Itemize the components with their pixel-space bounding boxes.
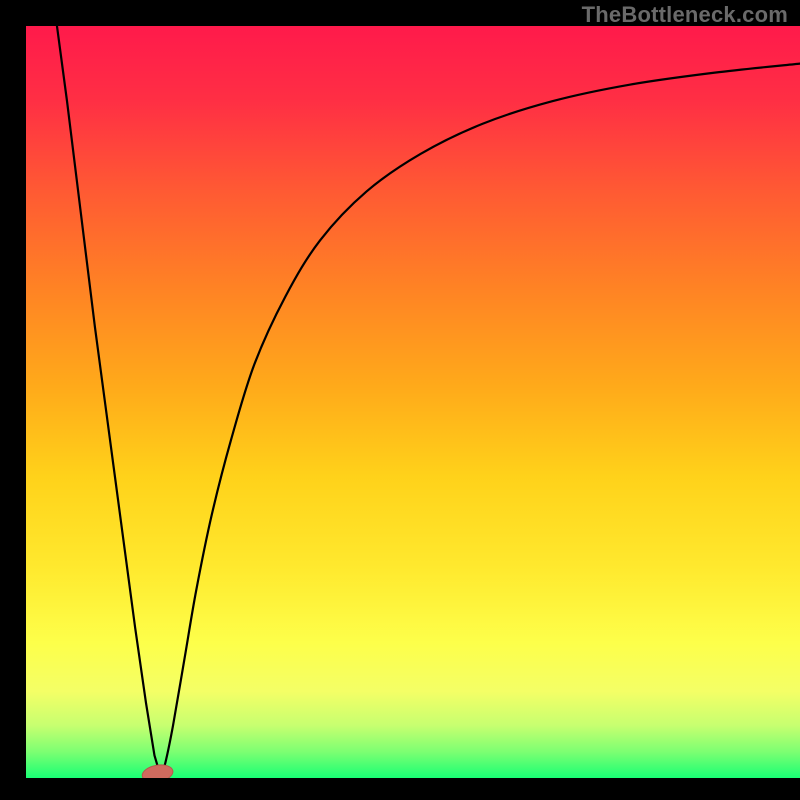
chart-svg	[26, 26, 800, 778]
chart-stage: TheBottleneck.com	[0, 0, 800, 800]
plot-area	[26, 26, 800, 778]
watermark-text: TheBottleneck.com	[582, 2, 788, 28]
gradient-background	[26, 26, 800, 778]
